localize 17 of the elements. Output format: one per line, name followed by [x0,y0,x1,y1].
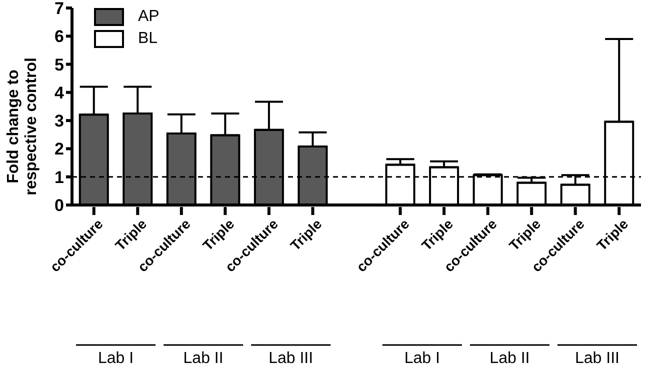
y-tick-label: 6 [54,27,64,46]
y-tick-label: 0 [54,196,64,216]
text: Lab II [183,350,224,367]
text: Lab III [574,350,620,367]
y-tick-label: 2 [54,140,64,159]
text: Lab III [268,350,314,367]
y-tick-label: 4 [54,83,65,102]
y-tick-label: 5 [54,55,64,74]
text: Lab II [490,350,530,367]
text: Lab I [404,350,440,367]
text: Lab I [98,350,134,367]
legend-label: AP [138,8,160,26]
y-tick-label: 3 [54,112,64,131]
y-tick-label: 7 [54,0,64,18]
legend-label: BL [138,30,158,48]
y-axis-title: Fold change to respective control [5,58,40,196]
y-tick-label: 1 [54,168,64,187]
